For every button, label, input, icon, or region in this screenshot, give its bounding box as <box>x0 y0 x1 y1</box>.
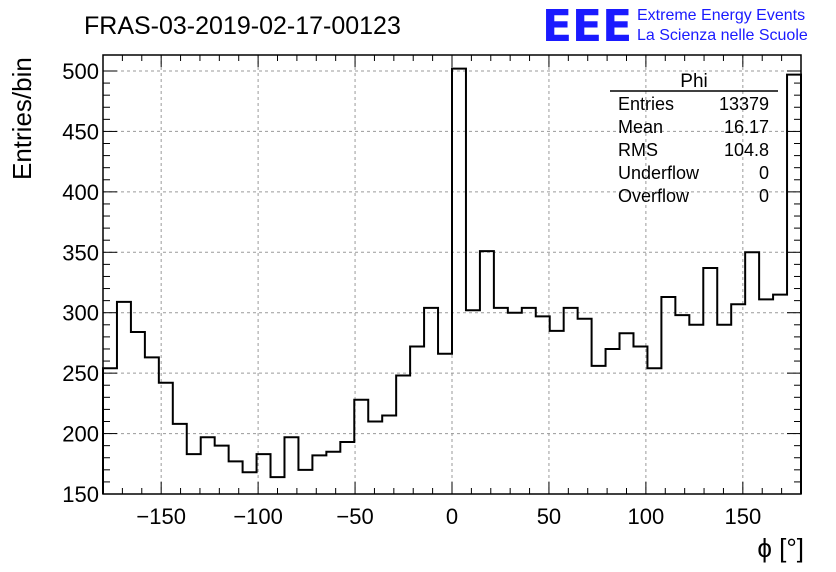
histogram-bin <box>159 383 173 494</box>
histogram-series <box>102 67 802 494</box>
histogram-bin <box>382 415 396 494</box>
stats-value: 104.8 <box>724 140 769 160</box>
x-tick-label: −50 <box>336 504 373 529</box>
histogram-bin <box>298 470 312 494</box>
stats-rows: Entries 13379 Mean 16.17 RMS 104.8 Underflow 0 O… <box>618 94 769 206</box>
histogram-bin <box>647 368 661 494</box>
histogram-bin <box>215 446 229 494</box>
brand-line-2: La Scienza nelle Scuole <box>637 27 808 44</box>
histogram-bin <box>508 313 522 494</box>
histogram-bin <box>117 302 131 494</box>
histogram-bin <box>354 400 368 494</box>
histogram-bin <box>550 331 564 494</box>
histogram-bin <box>759 299 773 494</box>
histogram-bin <box>564 308 578 494</box>
histogram-bin <box>368 421 382 494</box>
y-tick-labels: 150 200 250 300 350 400 450 500 <box>62 59 99 507</box>
histogram-bin <box>452 69 466 494</box>
histogram-bin <box>229 461 243 494</box>
stats-value: 13379 <box>719 94 769 114</box>
histogram-bin <box>787 75 801 494</box>
x-tick-label: 100 <box>628 504 665 529</box>
stats-label: Overflow <box>618 186 690 206</box>
histogram-bin <box>410 347 424 494</box>
histogram-bin <box>103 368 117 494</box>
axes <box>102 54 802 495</box>
y-tick-label: 150 <box>62 482 99 507</box>
stats-label: Mean <box>618 117 663 137</box>
histogram-bin <box>284 437 298 494</box>
histogram-bin <box>201 437 215 494</box>
histogram-bin <box>773 295 787 494</box>
brand-line-1: Extreme Energy Events <box>637 7 805 24</box>
histogram-bin <box>620 333 634 494</box>
histogram-bin <box>661 297 675 494</box>
histogram-bin <box>480 251 494 494</box>
histogram-bin <box>731 304 745 494</box>
histogram-bin <box>717 325 731 494</box>
histogram-bin <box>578 319 592 494</box>
x-tick-label: −100 <box>233 504 283 529</box>
histogram-outline <box>102 67 802 494</box>
histogram-bin <box>494 308 508 494</box>
histogram-bin <box>257 454 271 494</box>
y-tick-label: 250 <box>62 361 99 386</box>
histogram-bin <box>131 332 145 494</box>
y-tick-label: 350 <box>62 240 99 265</box>
histogram-bin <box>326 452 340 494</box>
histogram-bin <box>396 376 410 494</box>
histogram-bin <box>438 354 452 494</box>
y-tick-label: 300 <box>62 301 99 326</box>
histogram-bin <box>522 308 536 494</box>
histogram-bin <box>173 424 187 494</box>
y-axis-label: Entries/bin <box>7 57 37 180</box>
stats-label: RMS <box>618 140 658 160</box>
stats-label: Entries <box>618 94 674 114</box>
histogram-bin <box>745 252 759 494</box>
histogram-bin <box>592 366 606 494</box>
stats-label: Underflow <box>618 163 700 183</box>
x-tick-label: 0 <box>446 504 458 529</box>
stats-box-title: Phi <box>680 71 707 92</box>
histogram-bin <box>536 316 550 494</box>
eee-logo: EEE <box>542 1 632 52</box>
histogram-bin <box>633 347 647 494</box>
y-tick-label: 400 <box>62 180 99 205</box>
y-tick-label: 200 <box>62 422 99 447</box>
x-tick-label: 150 <box>724 504 761 529</box>
chart-title: FRAS-03-2019-02-17-00123 <box>84 12 401 40</box>
histogram-bin <box>424 308 438 494</box>
x-axis-label: ϕ [°] <box>757 533 804 563</box>
histogram-bin <box>675 315 689 494</box>
histogram-bin <box>340 442 354 494</box>
x-tick-label: 50 <box>537 504 561 529</box>
stats-value: 16.17 <box>724 117 769 137</box>
histogram-bin <box>606 349 620 494</box>
histogram-bin <box>703 268 717 494</box>
x-tick-labels: −150 −100 −50 0 50 100 150 <box>136 504 761 529</box>
histogram-bin <box>312 455 326 494</box>
stats-value: 0 <box>759 186 769 206</box>
histogram-bin <box>243 472 257 494</box>
x-tick-label: −150 <box>136 504 186 529</box>
stats-value: 0 <box>759 163 769 183</box>
histogram-bin <box>466 310 480 494</box>
histogram-bin <box>187 454 201 494</box>
y-tick-label: 450 <box>62 119 99 144</box>
histogram-bin <box>145 357 159 494</box>
y-tick-label: 500 <box>62 59 99 84</box>
stats-box: Phi Entries 13379 Mean 16.17 RMS 104.8 Underfl… <box>610 71 778 206</box>
histogram-bin <box>689 325 703 494</box>
